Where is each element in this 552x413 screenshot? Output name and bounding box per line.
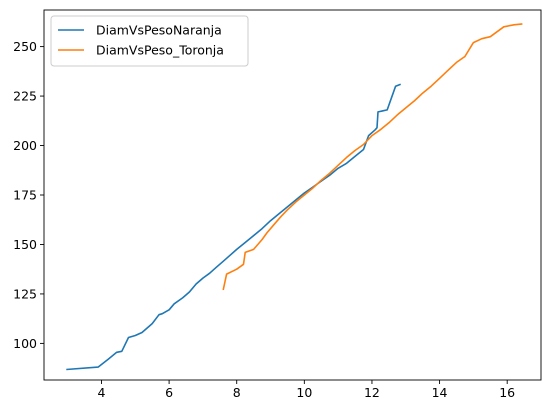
x-axis-ticks: 4 6 8 10 12 14 16	[97, 380, 515, 400]
y-tick-label: 250	[13, 39, 37, 54]
legend-label-1: DiamVsPesoNaranja	[96, 23, 222, 38]
x-tick-label: 16	[499, 385, 515, 400]
series-layer	[66, 23, 523, 371]
y-tick-label: 100	[13, 336, 37, 351]
x-tick-label: 14	[432, 385, 448, 400]
x-tick-label: 8	[233, 385, 241, 400]
y-tick-label: 175	[13, 188, 37, 203]
x-tick-label: 12	[364, 385, 380, 400]
y-tick-label: 225	[13, 89, 37, 104]
series-line-1	[66, 83, 401, 371]
y-tick-label: 125	[13, 286, 37, 301]
legend: DiamVsPesoNaranja DiamVsPeso_Toronja	[50, 15, 249, 67]
x-tick-label: 6	[165, 385, 173, 400]
y-axis-ticks: 100 125 150 175 200 225 250	[13, 39, 44, 351]
x-tick-label: 10	[296, 385, 312, 400]
x-tick-label: 4	[97, 385, 105, 400]
legend-box	[50, 15, 249, 67]
y-tick-label: 200	[13, 138, 37, 153]
legend-label-2: DiamVsPeso_Toronja	[96, 43, 224, 58]
y-tick-label: 150	[13, 237, 37, 252]
series-line-2	[222, 23, 523, 291]
